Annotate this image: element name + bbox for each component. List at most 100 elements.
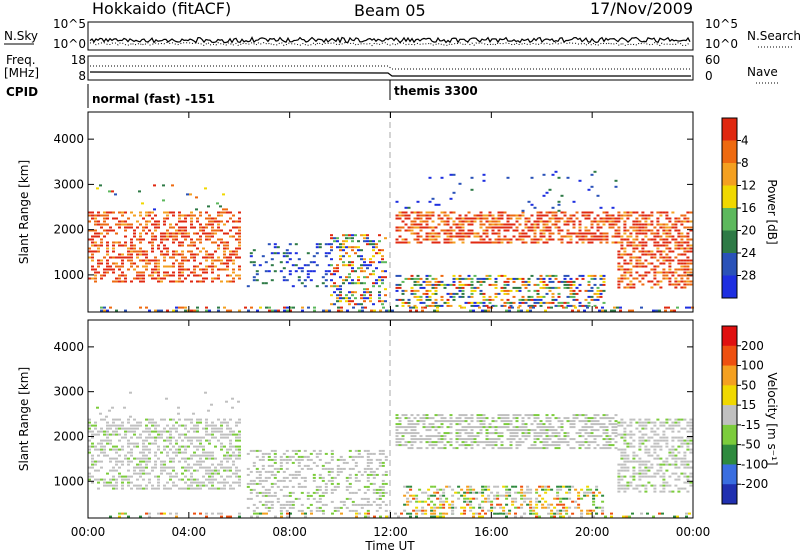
velocity-pixel [683,472,687,475]
power-pixel [404,217,408,220]
power-pixel [196,309,199,312]
power-pixel [560,229,564,232]
velocity-pixel [321,491,325,494]
velocity-pixel [565,491,569,494]
power-pixel [136,250,139,253]
power-pixel [360,303,363,306]
velocity-pixel [674,448,678,451]
velocity-pixel [551,426,555,429]
power-pixel [458,277,462,280]
velocity-pixel [499,506,503,509]
power-pixel [596,226,600,229]
velocity-pixel [258,476,262,479]
velocity-pixel [626,460,630,463]
velocity-pixel [530,444,534,447]
power-pixel [401,220,405,223]
velocity-pixel [291,449,295,452]
power-pixel [566,295,570,298]
power-pixel [539,211,543,214]
velocity-pixel [148,430,151,433]
power-pixel [199,238,202,241]
velocity-pixel [169,512,172,515]
power-pixel [184,220,187,223]
power-pixel [452,235,456,238]
velocity-pixel [662,439,666,442]
velocity-pixel [545,426,549,429]
power-pixel [118,280,121,283]
velocity-pixel [620,454,624,457]
power-pixel [157,277,160,280]
power-pixel [530,274,534,277]
y-tick-label: 4000 [53,340,84,354]
power-pixel [485,217,489,220]
power-pixel [473,217,477,220]
velocity-pixel [255,470,259,473]
velocity-pixel [565,485,569,488]
power-pixel [220,241,223,244]
power-pixel [440,274,444,277]
power-pixel [282,255,286,258]
velocity-pixel [267,476,271,479]
velocity-pixel [647,448,651,451]
velocity-pixel [527,414,531,417]
colorbar-swatch [722,118,737,141]
velocity-pixel [190,484,193,487]
velocity-pixel [581,444,585,447]
velocity-pixel [557,438,561,441]
velocity-pixel [452,447,456,450]
velocity-pixel [641,424,645,427]
power-pixel [647,223,651,226]
velocity-pixel [88,478,91,481]
velocity-pixel [638,475,642,478]
power-pixel [617,286,621,289]
power-pixel [115,223,118,226]
power-pixel [106,268,109,271]
velocity-pixel [148,448,151,451]
power-pixel [357,282,360,285]
velocity-pixel [339,455,343,458]
velocity-pixel [556,494,560,497]
velocity-pixel [659,436,663,439]
velocity-pixel [685,515,688,518]
velocity-pixel [324,485,328,488]
power-pixel [482,173,486,176]
power-pixel [91,214,94,217]
power-pixel [97,271,100,274]
power-pixel [635,265,639,268]
power-pixel [638,250,642,253]
power-pixel [560,301,564,304]
power-pixel [112,280,115,283]
power-pixel [632,256,636,259]
power-pixel [608,223,612,226]
velocity-pixel [541,497,545,500]
power-pixel [647,217,651,220]
power-pixel [190,238,193,241]
power-pixel [306,264,310,267]
velocity-pixel [139,463,142,466]
velocity-pixel [517,491,521,494]
velocity-pixel [129,391,132,394]
power-pixel [154,262,157,265]
power-pixel [470,301,474,304]
power-pixel [145,232,148,235]
velocity-pixel [424,500,428,503]
velocity-pixel [123,406,126,409]
velocity-pixel [273,467,277,470]
power-pixel [671,250,675,253]
velocity-pixel [689,475,693,478]
velocity-pixel [536,417,540,420]
power-pixel [689,247,693,250]
velocity-pixel [238,512,241,515]
colorbar-swatch [722,275,737,299]
power-pixel [309,270,313,273]
power-pixel [629,274,633,277]
velocity-pixel [166,472,169,475]
velocity-pixel [294,452,298,455]
velocity-pixel [395,438,399,441]
power-pixel [142,250,145,253]
velocity-pixel [285,485,289,488]
velocity-pixel [415,515,418,518]
velocity-pixel [193,469,196,472]
velocity-pixel [557,444,561,447]
power-pixel [557,209,561,212]
